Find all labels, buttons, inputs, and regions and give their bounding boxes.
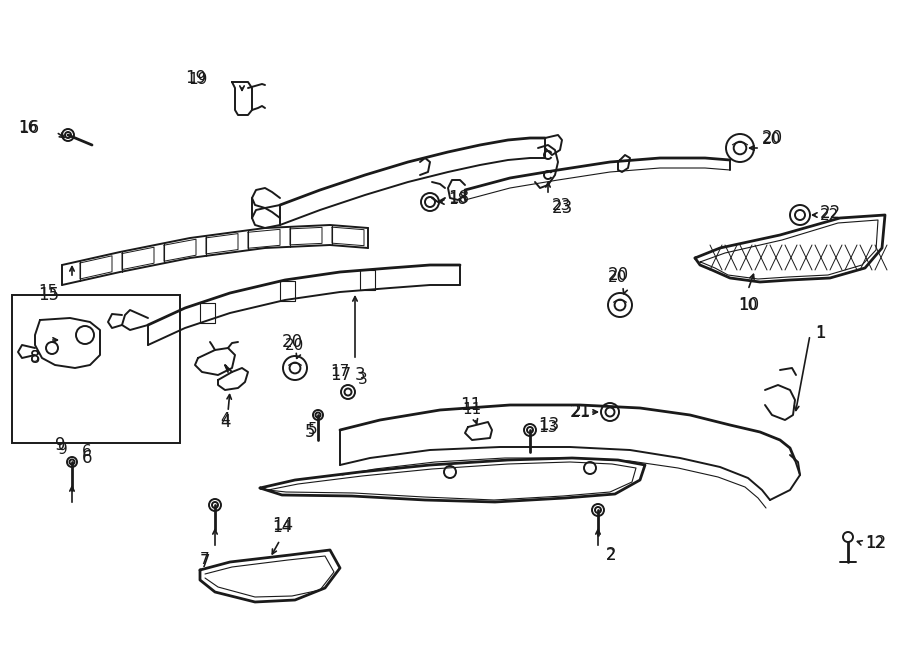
Text: 21: 21: [572, 405, 591, 420]
Text: 3: 3: [358, 373, 368, 387]
Text: 4: 4: [220, 413, 230, 431]
Text: 13: 13: [538, 420, 557, 436]
Text: 17: 17: [330, 364, 349, 379]
Text: 15: 15: [38, 286, 59, 304]
Text: 18: 18: [448, 192, 467, 208]
Text: 4: 4: [220, 412, 230, 428]
Text: 7: 7: [200, 553, 210, 568]
Text: 22: 22: [820, 204, 842, 222]
Text: 8: 8: [30, 349, 40, 367]
Text: 16: 16: [18, 119, 39, 137]
Text: 23: 23: [552, 199, 573, 217]
Text: 13: 13: [538, 416, 559, 434]
Text: 6: 6: [82, 444, 92, 459]
Text: 20: 20: [608, 266, 629, 284]
Text: 7: 7: [200, 553, 211, 571]
Text: 20: 20: [608, 270, 627, 286]
Text: 1: 1: [815, 325, 824, 340]
Text: 10: 10: [738, 297, 757, 313]
Text: 16: 16: [18, 120, 38, 136]
Text: 2: 2: [606, 547, 616, 563]
Text: 18: 18: [448, 189, 469, 207]
Text: 17: 17: [330, 366, 351, 384]
Text: 19: 19: [185, 69, 206, 87]
Text: 20: 20: [285, 338, 304, 352]
Text: 11: 11: [460, 396, 482, 414]
Text: 5: 5: [308, 422, 318, 438]
Text: 9: 9: [58, 442, 68, 457]
Text: 1: 1: [815, 324, 825, 342]
Text: 12: 12: [865, 534, 886, 552]
Text: 6: 6: [82, 449, 93, 467]
Text: 9: 9: [55, 436, 66, 454]
Bar: [12, 295, 180, 443]
Text: 14: 14: [272, 520, 292, 535]
Text: 20: 20: [762, 129, 783, 147]
Text: 12: 12: [865, 535, 884, 551]
Text: 3: 3: [355, 366, 365, 384]
Text: 15: 15: [38, 284, 58, 299]
Text: 2: 2: [606, 546, 616, 564]
Text: 20: 20: [282, 333, 303, 351]
Text: 8: 8: [30, 350, 40, 366]
Text: 19: 19: [188, 73, 207, 87]
Text: 14: 14: [272, 516, 293, 534]
Text: 22: 22: [820, 208, 839, 223]
Text: 11: 11: [462, 403, 482, 418]
Text: 10: 10: [738, 296, 759, 314]
Text: 23: 23: [552, 198, 572, 212]
Text: 5: 5: [305, 423, 316, 441]
Text: 20: 20: [762, 132, 781, 147]
Text: 21: 21: [570, 403, 591, 421]
